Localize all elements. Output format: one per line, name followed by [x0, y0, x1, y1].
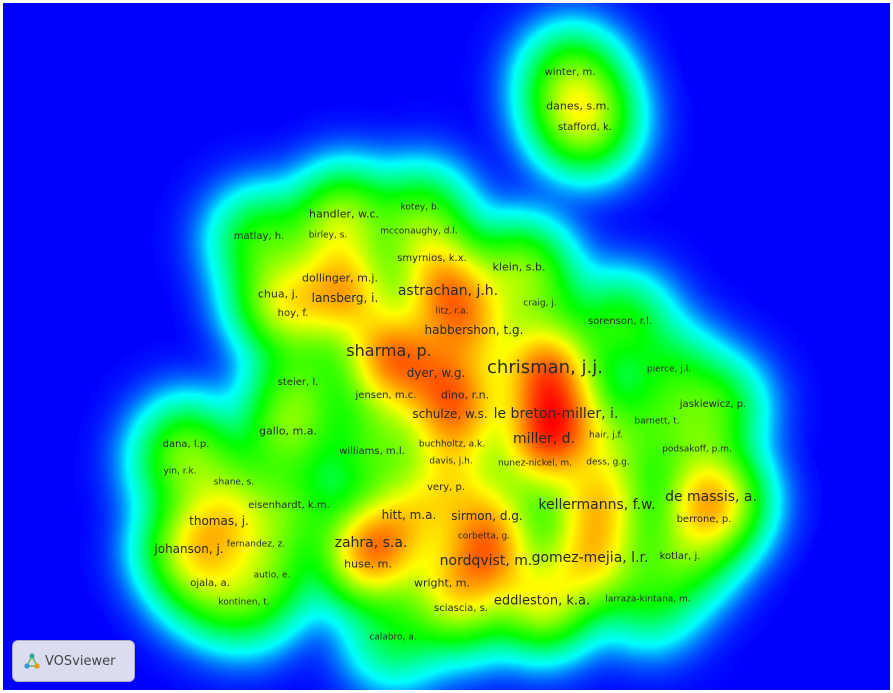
node-label[interactable]: jensen, m.c. — [355, 390, 417, 401]
node-label[interactable]: yin, r.k. — [163, 466, 197, 477]
node-label[interactable]: smyrnios, k.x. — [397, 253, 467, 264]
node-label[interactable]: le breton-miller, i. — [493, 406, 619, 422]
node-label[interactable]: mcconaughy, d.l. — [380, 226, 458, 237]
node-label[interactable]: astrachan, j.h. — [397, 283, 499, 299]
node-label[interactable]: shane, s. — [213, 477, 255, 488]
node-label[interactable]: sharma, p. — [346, 341, 432, 360]
node-label[interactable]: winter, m. — [544, 67, 596, 78]
node-label[interactable]: litz, r.a. — [435, 306, 469, 317]
node-label[interactable]: berrone, p. — [676, 514, 732, 525]
node-label[interactable]: nunez-nickel, m. — [497, 458, 573, 469]
node-label[interactable]: matlay, h. — [233, 231, 285, 242]
node-label[interactable]: johanson, j. — [154, 542, 224, 556]
node-label[interactable]: dess, g.g. — [586, 457, 630, 468]
node-label[interactable]: williams, m.l. — [339, 446, 405, 457]
node-label[interactable]: calabro, a. — [369, 632, 417, 643]
node-label[interactable]: dyer, w.g. — [406, 366, 466, 380]
node-label[interactable]: danes, s.m. — [546, 99, 610, 113]
node-label[interactable]: kellermanns, f.w. — [538, 497, 656, 513]
node-label[interactable]: kotey, b. — [400, 202, 440, 213]
node-label[interactable]: hoy, f. — [277, 308, 309, 319]
node-label[interactable]: dana, l.p. — [162, 439, 210, 450]
node-label[interactable]: gomez-mejia, l.r. — [531, 550, 649, 566]
node-label[interactable]: fernandez, z. — [226, 539, 286, 550]
vosviewer-logo-icon — [24, 653, 40, 669]
node-label[interactable]: dino, r.n. — [440, 388, 490, 402]
node-label[interactable]: larraza-kintana, m. — [605, 594, 691, 605]
node-label[interactable]: davis, j.h. — [429, 456, 473, 467]
node-label[interactable]: de massis, a. — [665, 489, 757, 505]
node-label[interactable]: corbetta, g. — [457, 531, 511, 542]
node-label[interactable]: miller, d. — [513, 431, 575, 447]
node-label[interactable]: stafford, k. — [558, 122, 612, 133]
node-label[interactable]: nordqvist, m. — [439, 553, 533, 569]
node-label[interactable]: barnett, t. — [634, 416, 680, 427]
node-label[interactable]: chua, j. — [257, 287, 299, 301]
node-label[interactable]: pierce, j.l. — [646, 364, 692, 375]
node-label[interactable]: hair, j.f. — [589, 430, 623, 441]
node-label[interactable]: wright, m. — [413, 576, 471, 590]
node-label[interactable]: kotlar, j. — [659, 551, 701, 562]
node-label[interactable]: thomas, j. — [189, 514, 249, 528]
vosviewer-logo-text: VOSviewer — [45, 653, 116, 669]
node-label[interactable]: sorenson, r.l. — [587, 316, 653, 327]
node-label[interactable]: chrisman, j.j. — [487, 357, 603, 378]
node-label[interactable]: eisenhardt, k.m. — [248, 500, 330, 511]
node-label[interactable]: klein, s.b. — [492, 260, 546, 274]
node-label[interactable]: hitt, m.a. — [381, 508, 437, 522]
node-label[interactable]: birley, s. — [308, 230, 348, 241]
node-label[interactable]: eddleston, k.a. — [493, 593, 591, 609]
node-label[interactable]: jaskiewicz, p. — [679, 399, 747, 410]
node-label[interactable]: craig, j. — [523, 298, 557, 309]
node-label[interactable]: autio, e. — [253, 570, 291, 581]
node-label[interactable]: lansberg, i. — [311, 291, 379, 305]
node-label[interactable]: sciascia, s. — [434, 603, 488, 614]
node-label[interactable]: steier, l. — [277, 377, 319, 388]
node-label[interactable]: sirmon, d.g. — [451, 509, 523, 523]
node-label[interactable]: very, p. — [427, 482, 465, 493]
node-label[interactable]: schulze, w.s. — [412, 407, 488, 421]
vosviewer-logo-button[interactable]: VOSviewer — [12, 640, 135, 682]
node-label[interactable]: kontinen, t. — [218, 597, 270, 608]
node-label[interactable]: podsakoff, p.m. — [662, 444, 732, 455]
node-label[interactable]: dollinger, m.j. — [302, 271, 378, 285]
node-label[interactable]: handler, w.c. — [308, 207, 380, 221]
node-label[interactable]: buchholtz, a.k. — [418, 439, 486, 450]
node-label[interactable]: zahra, s.a. — [334, 535, 408, 551]
node-label[interactable]: huse, m. — [344, 557, 392, 571]
node-label[interactable]: ojala, a. — [190, 578, 230, 589]
node-label[interactable]: gallo, m.a. — [258, 424, 318, 438]
node-label[interactable]: habbershon, t.g. — [424, 323, 524, 337]
